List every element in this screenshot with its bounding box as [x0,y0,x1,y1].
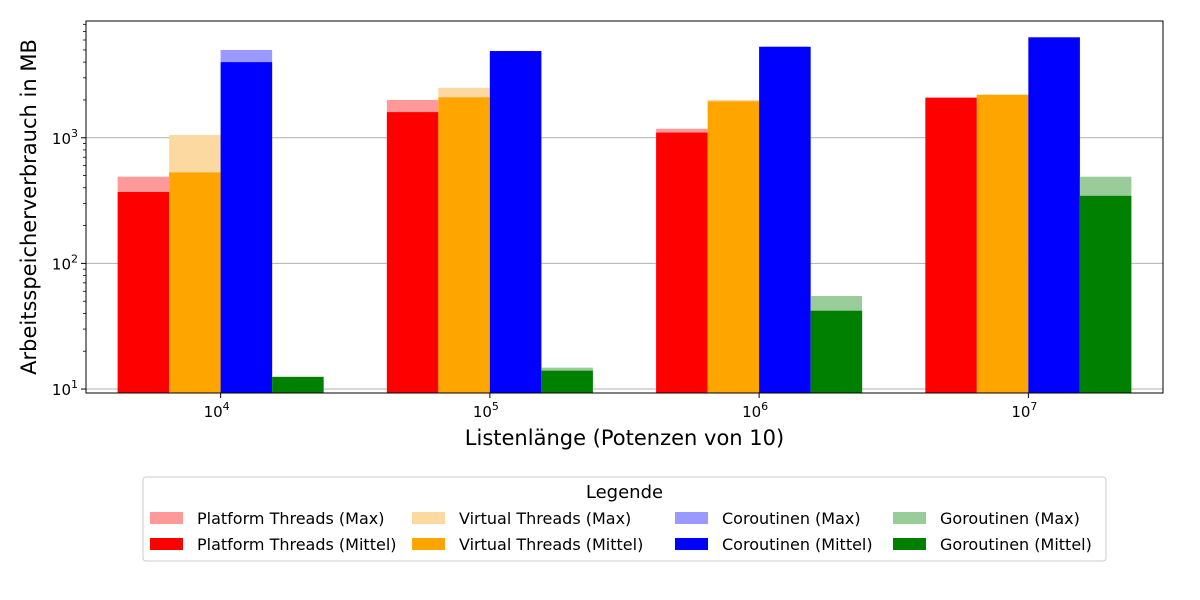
bar-mean [925,97,977,394]
legend-swatch [150,512,183,524]
bar-mean [759,46,811,393]
x-tick-label-exp: 4 [223,400,230,413]
legend-label: Coroutinen (Mittel) [722,535,873,554]
x-tick-label-base: 10 [204,403,223,421]
bar-mean [810,310,863,393]
legend-entries: Platform Threads (Max) Platform Threads (… [150,509,1092,554]
legend-swatch [412,512,445,524]
y-tick-label-exp: 3 [71,127,78,140]
bar-mean [656,132,708,393]
legend-swatch [893,512,926,524]
legend-title: Legende [586,482,663,503]
y-tick-label: 102 [52,252,78,273]
legend-label: Platform Threads (Mittel) [197,535,397,554]
x-tick-label-base: 10 [473,403,492,421]
legend-swatch [893,538,926,550]
legend-swatch [675,538,708,550]
x-tick-label: 107 [1011,400,1037,421]
y-tick-label-exp: 2 [71,252,78,265]
bar-mean [707,101,760,394]
x-tick-label-base: 10 [742,403,761,421]
x-tick-label-exp: 7 [1030,400,1037,413]
plot-frame [85,20,1164,394]
bar-mean [976,94,1029,393]
x-tick-label: 106 [742,400,768,421]
x-tick-label: 105 [473,400,499,421]
bar-mean [438,97,490,393]
bar-mean [1028,37,1080,393]
y-tick-label-base: 10 [52,381,71,399]
y-tick-label: 103 [52,127,78,148]
bar-mean [1079,195,1132,393]
bar-mean [220,62,273,393]
x-tick-label-exp: 5 [492,400,499,413]
legend: Legende Platform Threads (Max)Platform T… [142,476,1107,562]
x-tick-label-base: 10 [1011,403,1030,421]
legend-box [142,476,1107,562]
legend-swatch [675,512,708,524]
y-tick-label: 101 [52,378,78,399]
x-axis-title: Listenlänge (Potenzen von 10) [465,426,784,450]
legend-swatch [412,538,445,550]
legend-label: Goroutinen (Max) [940,509,1080,528]
legend-label: Platform Threads (Max) [197,509,385,528]
y-tick-label-base: 10 [52,255,71,273]
y-tick-label-exp: 1 [71,378,78,391]
legend-label: Coroutinen (Max) [722,509,861,528]
legend-swatch [150,538,183,550]
bar-mean [117,192,170,393]
bar-mean [169,172,221,393]
bar-mean [272,376,324,393]
bar-mean [386,112,439,393]
bar-mean [489,51,542,393]
legend-label: Virtual Threads (Max) [459,509,631,528]
legend-label: Virtual Threads (Mittel) [459,535,643,554]
x-tick-label-exp: 6 [761,400,768,413]
y-axis-title: Arbeitsspeicherverbrauch in MB [17,39,41,375]
y-tick-label-base: 10 [52,130,71,148]
x-tick-label: 104 [204,400,230,421]
legend-label: Goroutinen (Mittel) [940,535,1092,554]
bar-mean [541,370,593,393]
bars-layer [117,37,1132,394]
